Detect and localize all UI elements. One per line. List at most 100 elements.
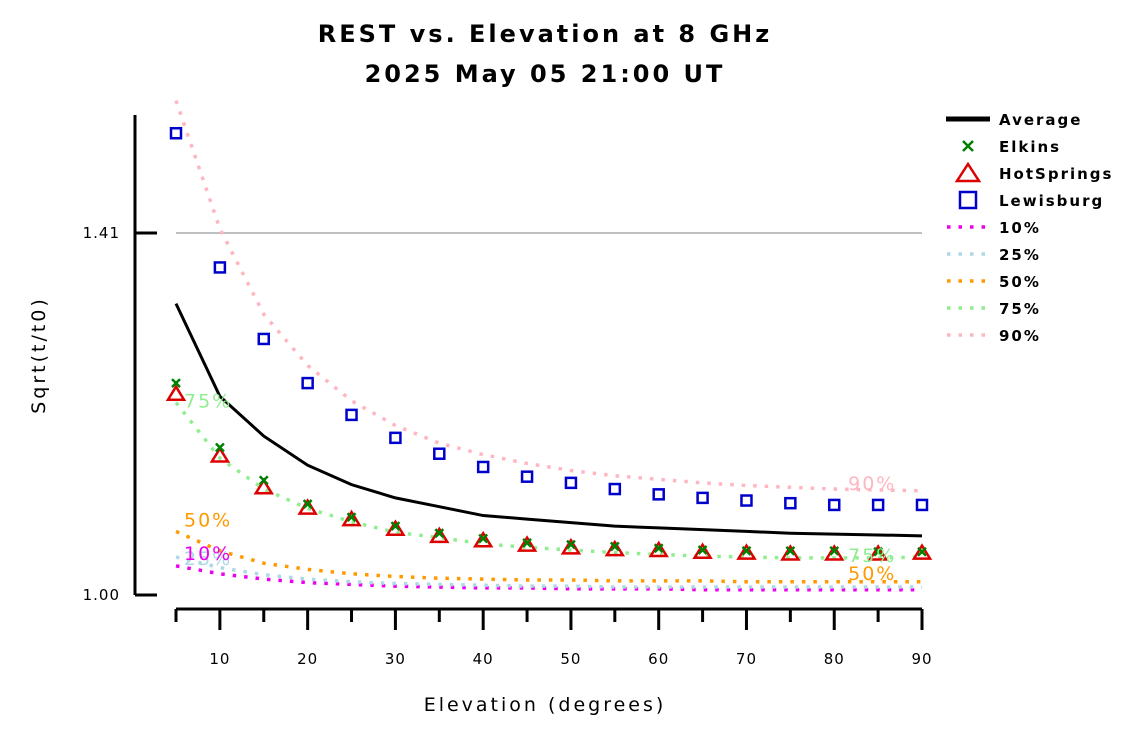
- marker-stroke: [697, 545, 708, 555]
- marker-stroke: [390, 521, 401, 532]
- data-point-hotsprings: [560, 537, 582, 555]
- data-point-hotsprings: [648, 540, 669, 558]
- data-point-lewisburg: [169, 126, 183, 140]
- data-point-hotsprings: [472, 530, 494, 548]
- data-point-lewisburg: [827, 498, 841, 512]
- series-line-10pct: [175, 564, 922, 592]
- data-point-lewisburg: [257, 332, 271, 346]
- series-line-average: [174, 302, 923, 538]
- series-line-50pct: [175, 529, 922, 584]
- x-axis-label: Elevation (degrees): [424, 694, 667, 716]
- data-point-lewisburg: [301, 376, 314, 390]
- x-tick-label: 90: [911, 650, 932, 668]
- data-point-elkins: [302, 499, 313, 509]
- axes: 1.00 1.41 10 20 30 40 50 60 70 80 90: [83, 115, 932, 668]
- legend-label: 10%: [999, 219, 1041, 237]
- data-point-elkins: [434, 528, 445, 539]
- data-point-hotsprings: [385, 519, 406, 537]
- data-point-elkins: [346, 512, 357, 523]
- legend-symbol: [954, 161, 982, 183]
- data-point-hotsprings: [823, 544, 845, 561]
- legend-label: 25%: [999, 246, 1041, 264]
- data-point-lewisburg: [784, 496, 797, 510]
- data-point-hotsprings: [911, 543, 933, 560]
- chart-subtitle: 2025 May 05 21:00 UT: [365, 60, 726, 88]
- chart-title: REST vs. Elevation at 8 GHz: [318, 20, 773, 48]
- marker-stroke: [962, 140, 974, 152]
- marker-stroke: [522, 538, 532, 548]
- marker-stroke: [171, 378, 181, 388]
- series-line-90pct: [174, 99, 923, 493]
- marker-stroke: [873, 546, 884, 557]
- marker-stroke: [346, 512, 357, 523]
- marker-stroke: [829, 545, 840, 556]
- data-point-elkins: [829, 545, 840, 556]
- percentile-label: 90%: [848, 473, 896, 495]
- data-point-elkins: [258, 475, 269, 486]
- data-point-hotsprings: [253, 477, 275, 495]
- data-point-hotsprings: [867, 544, 889, 561]
- data-point-lewisburg: [915, 498, 929, 512]
- x-tick-label: 40: [473, 650, 494, 668]
- data-point-lewisburg: [389, 431, 402, 445]
- data-point-lewisburg: [871, 498, 885, 512]
- legend-label: 50%: [999, 273, 1041, 291]
- x-tick-label: 20: [297, 650, 318, 668]
- x-tick-label: 50: [560, 650, 581, 668]
- marker-stroke: [741, 545, 752, 556]
- data-point-elkins: [785, 545, 796, 556]
- legend-label: Average: [999, 111, 1082, 129]
- plot-area: 75%50%25%10%90%75%50%: [165, 99, 933, 592]
- legend-label: Elkins: [999, 138, 1061, 156]
- data-point-elkins: [917, 546, 927, 557]
- data-point-elkins: [609, 541, 620, 552]
- marker-stroke: [434, 528, 445, 539]
- data-point-elkins: [566, 539, 576, 550]
- data-point-hotsprings: [165, 384, 187, 401]
- data-point-lewisburg: [652, 488, 665, 501]
- data-point-lewisburg: [345, 408, 358, 422]
- marker-stroke: [302, 499, 313, 509]
- marker-stroke: [785, 545, 796, 556]
- percentile-label: 50%: [848, 563, 896, 585]
- percentile-label: 25%: [184, 548, 232, 570]
- data-point-elkins: [390, 521, 401, 532]
- marker-stroke: [214, 442, 225, 453]
- data-point-lewisburg: [564, 476, 578, 490]
- data-point-hotsprings: [604, 539, 626, 557]
- data-point-lewisburg: [608, 482, 622, 496]
- legend-label: 75%: [999, 300, 1041, 318]
- data-point-lewisburg: [213, 261, 227, 274]
- data-point-hotsprings: [692, 542, 713, 559]
- marker-stroke: [566, 539, 576, 550]
- data-point-hotsprings: [780, 544, 801, 561]
- marker-stroke: [917, 546, 927, 557]
- data-point-elkins: [522, 538, 532, 548]
- data-point-elkins: [697, 545, 708, 555]
- marker-stroke: [653, 543, 664, 554]
- data-point-hotsprings: [341, 509, 362, 527]
- y-tick-label: 1.00: [83, 586, 120, 604]
- data-point-elkins: [741, 545, 752, 556]
- x-tick-label: 80: [824, 650, 845, 668]
- data-point-hotsprings: [209, 446, 231, 463]
- marker-stroke: [258, 475, 269, 486]
- data-point-elkins: [653, 543, 664, 554]
- marker-stroke: [478, 533, 489, 544]
- data-point-elkins: [873, 546, 884, 557]
- data-point-lewisburg: [476, 460, 490, 474]
- legend-label: HotSprings: [999, 165, 1113, 183]
- percentile-label: 75%: [184, 391, 232, 413]
- legend-label: 90%: [999, 327, 1041, 345]
- data-point-lewisburg: [433, 447, 446, 460]
- data-point-lewisburg: [520, 470, 534, 483]
- legend-symbol: [958, 190, 978, 210]
- percentile-label: 75%: [848, 545, 896, 567]
- data-point-lewisburg: [740, 494, 753, 507]
- legend-symbol: [962, 140, 974, 152]
- legend: Average Elkins HotSprings Lewisburg 10% 25% 50…: [946, 111, 1113, 345]
- data-point-elkins: [478, 533, 489, 544]
- data-point-lewisburg: [696, 491, 709, 505]
- series-line-25pct: [175, 555, 922, 589]
- legend-label: Lewisburg: [999, 192, 1104, 210]
